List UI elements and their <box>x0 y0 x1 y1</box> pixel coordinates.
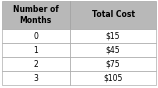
Text: 2: 2 <box>33 60 38 69</box>
Bar <box>2 1 70 29</box>
Text: Total Cost: Total Cost <box>92 10 135 19</box>
Bar <box>70 57 156 71</box>
Bar <box>2 71 70 85</box>
Text: 3: 3 <box>33 74 38 83</box>
Text: 1: 1 <box>33 46 38 55</box>
Bar <box>70 43 156 57</box>
Text: 0: 0 <box>33 32 38 41</box>
Bar <box>2 29 70 43</box>
Text: $105: $105 <box>103 74 123 83</box>
Bar <box>2 57 70 71</box>
Bar <box>70 1 156 29</box>
Text: $45: $45 <box>106 46 120 55</box>
Bar <box>70 29 156 43</box>
Bar <box>2 43 70 57</box>
Text: $75: $75 <box>106 60 120 69</box>
Text: Number of
Months: Number of Months <box>13 5 58 25</box>
Text: $15: $15 <box>106 32 120 41</box>
Bar <box>70 71 156 85</box>
